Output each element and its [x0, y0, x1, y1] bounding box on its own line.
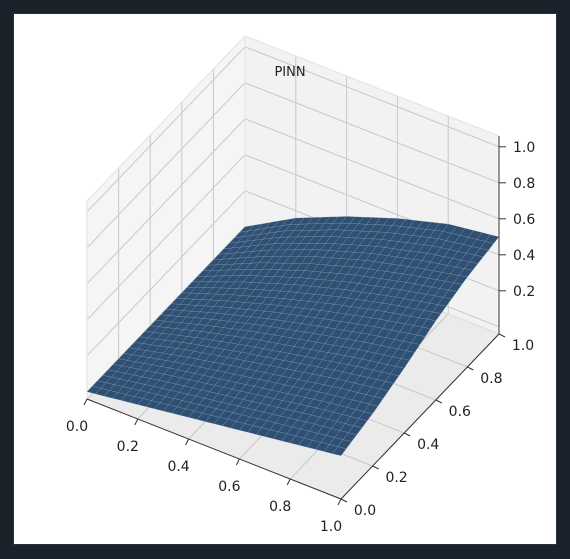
x-tick-label: 0.6 — [218, 479, 240, 495]
z-tick-label: 0.6 — [513, 212, 535, 228]
surface-plot: 0.0 0.2 0.4 0.6 0.8 1.0 0.0 0.2 0.4 0.6 0.8 1.0 0.2 0… — [66, 35, 535, 535]
x-tick-mark — [185, 438, 190, 446]
pane-edge — [244, 35, 500, 137]
y-tick-mark — [372, 465, 379, 470]
surface-cell — [332, 446, 347, 456]
y-tick-mark — [467, 366, 474, 371]
z-tick-label: 0.8 — [513, 176, 535, 192]
chart-title: PINN — [274, 65, 305, 80]
x-tick-mark — [286, 478, 291, 486]
x-tick-label: 0.2 — [117, 439, 139, 455]
x-tick-label: 0.4 — [167, 459, 189, 475]
grid-line-z-left — [86, 190, 246, 357]
y-tick-label: 0.0 — [354, 503, 376, 519]
tick-marks — [83, 146, 506, 506]
chart-frame: 0.0 0.2 0.4 0.6 0.8 1.0 0.0 0.2 0.4 0.6 0.8 1.0 0.2 0… — [13, 13, 557, 545]
grid-line-z-left — [86, 82, 246, 249]
x-tick-mark — [235, 458, 240, 466]
x-tick-label: 1.0 — [320, 519, 342, 535]
z-tick-label: 0.2 — [513, 284, 535, 300]
y-tick-mark — [498, 333, 506, 338]
x-tick-mark — [83, 398, 88, 406]
x-tick-label: 0.8 — [269, 499, 291, 515]
z-tick-label: 1.0 — [513, 140, 535, 156]
grid-line-z-back — [244, 82, 500, 184]
pane-edge — [86, 35, 246, 202]
y-tick-label: 0.8 — [480, 371, 502, 387]
grid-line-z-back — [244, 118, 500, 220]
y-tick-label: 1.0 — [512, 338, 534, 354]
y-tick-label: 0.6 — [449, 404, 471, 420]
tick-labels: 0.0 0.2 0.4 0.6 0.8 1.0 0.0 0.2 0.4 0.6 0.8 1.0 0.2 0… — [66, 140, 535, 535]
grid-line-z-back — [244, 46, 500, 148]
x-axis-line — [86, 398, 342, 500]
y-axis-line — [340, 333, 500, 500]
y-tick-label: 0.4 — [417, 437, 439, 453]
x-tick-label: 0.0 — [66, 419, 88, 435]
left-pane — [87, 36, 245, 399]
grid-line-z-left — [86, 46, 246, 213]
y-tick-label: 0.2 — [385, 470, 407, 486]
x-tick-mark — [337, 498, 342, 506]
surface-mesh — [86, 216, 500, 456]
x-tick-mark — [134, 418, 139, 426]
y-tick-mark — [403, 432, 411, 437]
y-tick-mark — [340, 498, 348, 503]
grid-line-z-left — [86, 154, 246, 321]
y-tick-mark — [435, 399, 443, 404]
z-tick-label: 0.4 — [513, 248, 535, 264]
grid-line-z-left — [86, 118, 246, 285]
